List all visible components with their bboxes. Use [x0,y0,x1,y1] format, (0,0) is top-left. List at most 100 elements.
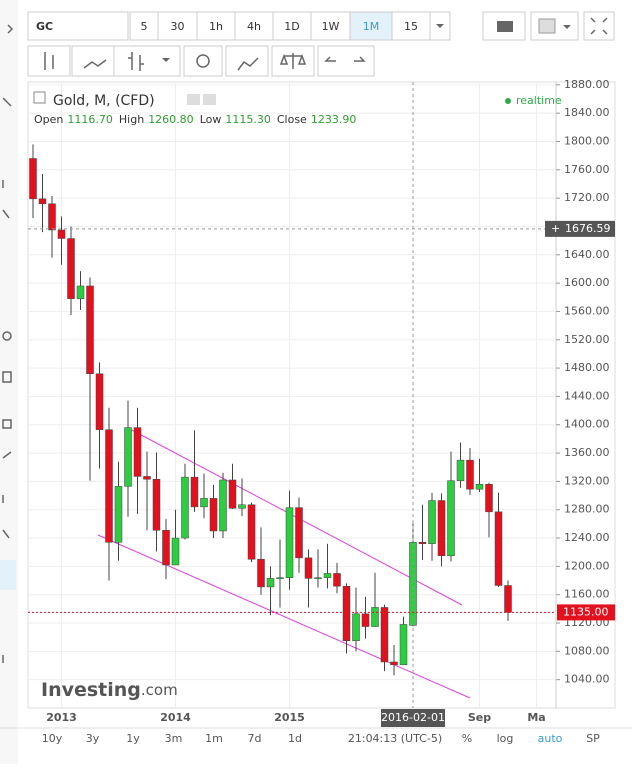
x-tick-label: Sep [468,711,491,724]
option-button[interactable]: % [462,732,472,745]
candle-body [105,429,113,543]
y-tick-label: 1360.00 [564,446,610,459]
range-button[interactable]: 1m [205,732,223,745]
crosshair-date: 2016-02-01 [381,711,445,724]
interval-button[interactable] [196,11,236,41]
symbol: GC [36,20,53,33]
candle-body [190,476,199,508]
y-tick-label: 1640.00 [564,248,610,261]
candle-body [29,158,37,200]
crosshair-price: 1676.59 [565,222,611,235]
y-tick-label: 1400.00 [564,418,610,431]
toolbar-icons [27,11,615,77]
symbol-title: Gold, M, (CFD) [53,93,155,109]
status: realtime [516,94,562,107]
y-tick-label: 1560.00 [564,304,610,317]
readout-label: Low [200,113,222,126]
option-button[interactable]: SP [586,732,600,745]
range-button[interactable]: 3y [86,732,100,745]
settings-button[interactable] [183,45,223,77]
clock: 21:04:13 (UTC-5) [348,732,442,745]
y-tick-label: 1200.00 [564,559,610,572]
fullscreen-icon [590,17,608,35]
logo: Investing.com [41,679,178,701]
interval-button[interactable] [349,11,393,41]
option-button[interactable]: auto [538,732,563,745]
y-tick-label: 1040.00 [564,673,610,686]
readout-label: High [119,113,144,126]
candle-body [219,479,227,532]
readout-value: 1115.30 [225,113,271,126]
candle-body [276,577,284,579]
candle-body [162,530,170,566]
candle-body [456,459,465,481]
y-tick-label: 1080.00 [564,644,610,657]
scale-icon [279,53,307,69]
candle-body [466,459,474,490]
collapse-icon[interactable] [33,91,46,104]
interval-label: 5 [141,20,148,33]
candles [29,144,512,676]
interval-label: 1W [322,20,340,33]
interval-label: 4h [247,20,261,33]
y-tick-label: 1280.00 [564,503,610,516]
left-active[interactable] [0,560,16,590]
interval-button[interactable] [157,11,198,41]
candle-body [257,559,265,588]
y-tick-label: 1480.00 [564,361,610,374]
readout-value: 1116.70 [67,113,113,126]
dropdown-icon [436,24,444,28]
option-button[interactable]: log [497,732,514,745]
trend-line [97,534,471,699]
candle-body [504,585,512,613]
candle-body [95,373,104,430]
y-tick-label: 1240.00 [564,531,610,544]
candle-body [171,537,180,566]
candle-body [133,427,142,477]
interval-button[interactable] [391,11,431,41]
range-button[interactable]: 1d [288,732,302,745]
y-tick-label: 1600.00 [564,276,610,289]
close-icon[interactable] [203,94,216,105]
y-tick-label: 1840.00 [564,106,610,119]
interval-button[interactable] [272,11,312,41]
camera-icon [497,21,513,32]
last-price-label: 1135.00 [563,605,609,618]
range-button[interactable]: 7d [248,732,262,745]
candle-button[interactable] [27,45,71,77]
candle-body [200,498,208,508]
candle-body [76,285,85,299]
candle-body [247,504,256,560]
candle-body [380,607,389,663]
chart-frame [27,81,616,709]
indicators-button[interactable] [225,45,269,77]
candle-body [342,585,351,641]
range-button[interactable]: 3m [165,732,183,745]
y-tick-label: 1320.00 [564,474,610,487]
interval-button[interactable] [234,11,274,41]
symbol-box[interactable] [27,11,129,41]
fullscreen-button[interactable] [583,11,615,41]
interval-button[interactable] [310,11,351,41]
candle-body [352,613,360,641]
logo-suffix: .com [141,681,178,699]
range-button[interactable]: 10y [42,732,63,745]
left-icons [2,24,14,663]
line-icon [83,59,107,69]
candle-body [314,577,322,579]
bars-icon [128,52,144,71]
candle-body [475,483,484,490]
candle-body [428,500,436,544]
eye-icon[interactable] [187,94,200,105]
candle-body [114,486,123,543]
bars-button[interactable] [113,45,181,77]
interval-label: 30 [171,20,185,33]
status-dot [505,98,511,104]
candle-body [266,578,275,588]
range-button[interactable]: 1y [126,732,140,745]
line-button[interactable] [71,45,115,77]
dropdown-icon [563,25,571,29]
dropdown-icon [162,58,170,62]
crosshair-plus: + [551,222,560,235]
